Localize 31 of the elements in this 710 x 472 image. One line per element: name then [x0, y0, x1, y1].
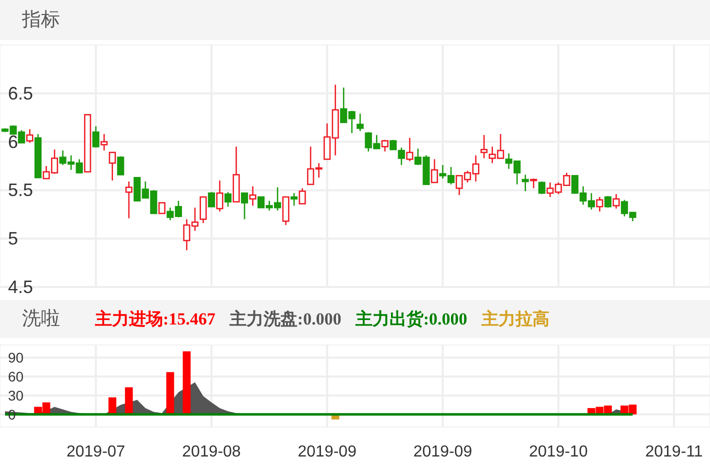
y-tick-label: 4.5 [8, 277, 34, 297]
y-tick-label: 5 [8, 228, 18, 249]
x-tick-label: 2019-08 [182, 444, 241, 460]
text: 主力出货:0.000 [354, 310, 468, 328]
x-tick-label: 2019-10 [529, 444, 588, 460]
y-tick-label: 6.5 [8, 83, 34, 104]
x-tick-label: 2019-09 [298, 444, 357, 460]
candlestick [26, 128, 34, 144]
x-tick-label: 2019-11 [645, 444, 703, 460]
x-tick-label: 2019-09 [413, 444, 472, 460]
bar [182, 351, 191, 414]
chart-title: 指标 [21, 10, 60, 30]
candlestick [522, 174, 529, 192]
bar [108, 397, 116, 414]
y-tick-label: 5.5 [8, 180, 34, 200]
y-tick-label: 30 [8, 387, 24, 404]
y-tick-label: 0 [8, 406, 16, 422]
x-tick-label: 2019-07 [66, 444, 126, 460]
text: 主力洗盘:0.000 [228, 310, 342, 328]
candlestick [100, 133, 108, 152]
y-tick-label: 90 [8, 350, 24, 366]
bar [166, 372, 174, 414]
y-tick-label: 60 [8, 368, 24, 385]
candlestick [249, 186, 256, 206]
bar [124, 387, 133, 414]
y-tick-label: 6 [8, 132, 18, 152]
chart-title: 洗啦 [22, 308, 60, 330]
candlestick [125, 180, 132, 219]
text: 主力拉高 [480, 310, 550, 328]
candlestick [216, 180, 224, 212]
series-label: 主力进场:15.467 [94, 310, 216, 328]
